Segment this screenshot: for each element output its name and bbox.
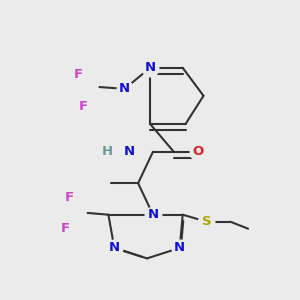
Text: F: F [74, 68, 83, 81]
Text: N: N [109, 242, 120, 254]
Text: N: N [174, 242, 185, 254]
Text: N: N [124, 145, 135, 158]
Text: N: N [119, 82, 130, 95]
Text: F: F [61, 222, 70, 235]
Text: O: O [192, 145, 203, 158]
Text: F: F [65, 191, 74, 204]
Text: N: N [144, 61, 156, 74]
Text: S: S [202, 215, 211, 228]
Text: F: F [79, 100, 88, 113]
Text: N: N [147, 208, 158, 221]
Text: H: H [102, 145, 113, 158]
